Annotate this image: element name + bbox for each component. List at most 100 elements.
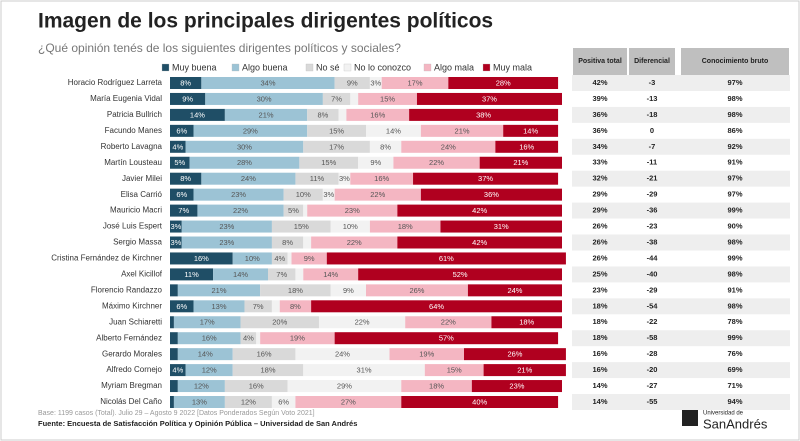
- bar-segment: [369, 77, 382, 89]
- segment-label: 3%: [370, 78, 381, 87]
- segment-label: 15%: [329, 126, 344, 135]
- bar-segment: [334, 77, 370, 89]
- bar-segment: [318, 316, 406, 329]
- bar-segment: [307, 108, 339, 121]
- segment-label: 16%: [249, 382, 264, 391]
- segment-label: 23%: [345, 206, 360, 215]
- table-cell: -23: [647, 222, 658, 231]
- table-cell: -29: [647, 190, 658, 199]
- segment-label: 10%: [343, 222, 358, 231]
- bar-segment: [448, 77, 559, 89]
- category-label: Cristina Fernández de Kirchner: [51, 254, 162, 263]
- table-cell: 33%: [592, 158, 607, 167]
- segment-label: 22%: [347, 238, 362, 247]
- bar-segment: [271, 220, 331, 233]
- bar-segment: [170, 316, 174, 329]
- category-label: Elisa Carrió: [121, 190, 163, 199]
- table-header: Conocimiento bruto: [702, 58, 769, 65]
- table-cell: 98%: [727, 269, 742, 278]
- bar-segment: [232, 252, 272, 265]
- table-cell: 18%: [592, 301, 607, 310]
- table-cell: -27: [647, 381, 658, 390]
- segment-label: 15%: [294, 222, 309, 231]
- segment-label: 18%: [429, 382, 444, 391]
- segment-label: 64%: [429, 302, 444, 311]
- segment-label: 10%: [296, 190, 311, 199]
- table-cell: -21: [647, 174, 658, 183]
- bar-segment: [420, 124, 504, 137]
- segment-label: 16%: [202, 334, 217, 343]
- segment-label: 11%: [310, 174, 325, 183]
- bar-segment: [170, 268, 214, 281]
- bar-segment: [256, 332, 261, 345]
- table-cell: 97%: [727, 190, 742, 199]
- segment-label: 6%: [278, 397, 289, 406]
- segment-label: 8%: [380, 142, 391, 151]
- segment-label: 16%: [519, 142, 534, 151]
- segment-label: 3%: [170, 238, 181, 247]
- segment-label: 42%: [472, 206, 487, 215]
- table-cell: 98%: [727, 94, 742, 103]
- table-cell: -55: [647, 397, 658, 406]
- bar-segment: [170, 188, 194, 201]
- bar-segment: [177, 284, 261, 297]
- table-cell: -44: [647, 253, 659, 262]
- segment-label: 7%: [178, 206, 189, 215]
- table-cell: 29%: [592, 190, 607, 199]
- bar-segment: [232, 364, 304, 377]
- table-cell: 98%: [727, 301, 742, 310]
- segment-label: 28%: [237, 158, 252, 167]
- segment-label: 21%: [211, 286, 226, 295]
- segment-label: 17%: [329, 142, 344, 151]
- bar-segment: [369, 140, 402, 153]
- chart-title: Imagen de los principales dirigentes pol…: [38, 10, 493, 33]
- table-cell: -20: [647, 365, 658, 374]
- segment-label: 9%: [370, 158, 381, 167]
- segment-label: 42%: [472, 238, 487, 247]
- bar-segment: [401, 396, 559, 408]
- segment-label: 15%: [380, 94, 395, 103]
- bar-segment: [185, 140, 304, 153]
- table-cell: -3: [649, 78, 656, 87]
- segment-label: 14%: [233, 270, 248, 279]
- table-cell: 16%: [592, 349, 607, 358]
- segment-label: 23%: [219, 222, 234, 231]
- segment-label: 6%: [176, 126, 187, 135]
- segment-label: 23%: [509, 382, 524, 391]
- segment-label: 5%: [174, 158, 185, 167]
- bar-segment: [358, 92, 417, 105]
- segment-label: 21%: [517, 366, 532, 375]
- bar-segment: [303, 236, 312, 249]
- segment-label: 31%: [494, 222, 509, 231]
- table-cell: 26%: [592, 237, 607, 246]
- segment-label: 37%: [478, 174, 493, 183]
- table-cell: 99%: [727, 333, 742, 342]
- bar-segment: [283, 188, 323, 201]
- bar-segment: [213, 268, 268, 281]
- category-label: Gerardo Morales: [102, 349, 162, 358]
- segment-label: 37%: [482, 94, 497, 103]
- bar-segment: [224, 396, 272, 408]
- table-cell: 78%: [727, 317, 742, 326]
- bar-segment: [350, 92, 359, 105]
- segment-label: 22%: [429, 158, 444, 167]
- segment-label: 9%: [347, 78, 358, 87]
- table-cell: 32%: [592, 174, 607, 183]
- bar-segment: [330, 284, 366, 297]
- segment-label: 26%: [507, 350, 522, 359]
- table-cell: 25%: [592, 269, 607, 278]
- segment-label: 16%: [374, 174, 389, 183]
- table-row-band: [572, 234, 790, 251]
- category-label: Nicolás Del Caño: [100, 397, 162, 406]
- segment-label: 21%: [259, 110, 274, 119]
- bar-segment: [170, 92, 206, 105]
- table-row-band: [572, 394, 790, 410]
- segment-label: 12%: [194, 382, 209, 391]
- segment-label: 8%: [180, 78, 191, 87]
- category-label: Facundo Manes: [105, 126, 162, 135]
- legend-swatch: [343, 63, 352, 72]
- bar-segment: [193, 300, 245, 313]
- category-label: Javier Milei: [122, 174, 162, 183]
- segment-label: 5%: [288, 206, 299, 215]
- segment-label: 14%: [190, 110, 205, 119]
